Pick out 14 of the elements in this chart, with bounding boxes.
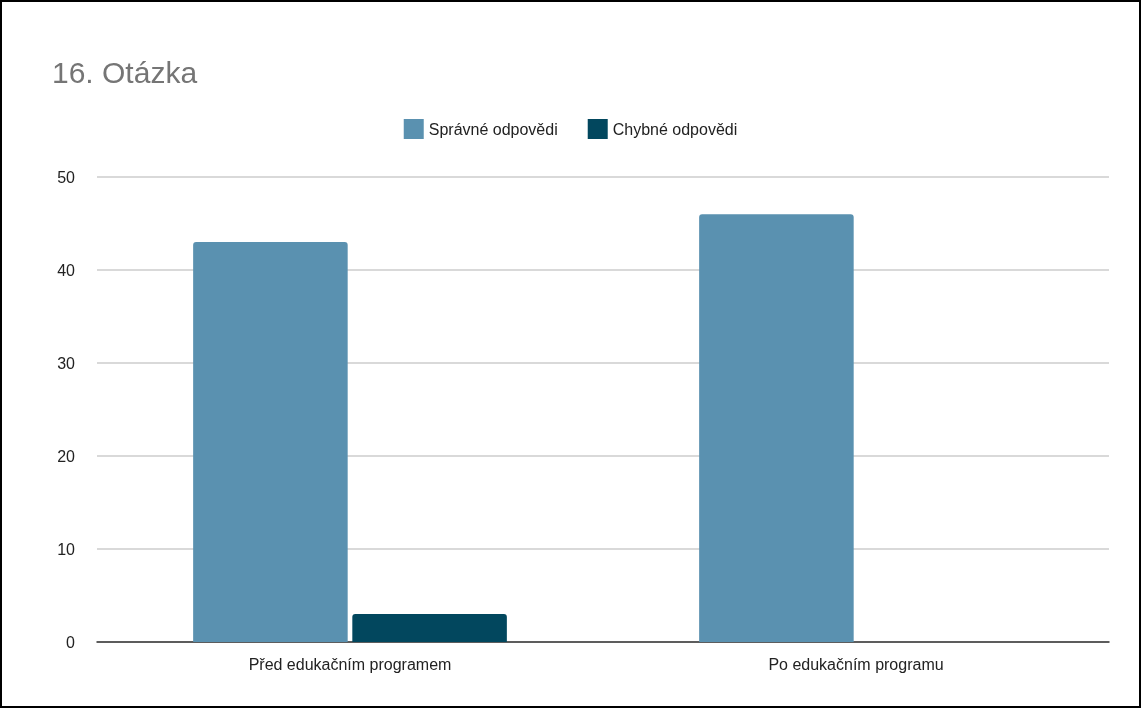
y-tick-label: 40 [57,261,76,279]
x-tick-label: Po edukačním programu [768,655,944,673]
bar [193,242,348,642]
y-tick-label: 50 [57,168,76,186]
legend-label: Správné odpovědi [428,120,558,138]
bar [352,614,507,642]
y-tick-label: 0 [66,633,76,651]
y-tick-label: 10 [57,540,76,558]
legend-label: Chybné odpovědi [612,120,738,138]
y-tick-label: 30 [57,354,76,372]
y-tick-label: 20 [57,447,76,465]
bar [699,214,854,642]
chart-title: 16. Otázka [52,55,198,89]
x-tick-label: Před edukačním programem [248,655,452,673]
